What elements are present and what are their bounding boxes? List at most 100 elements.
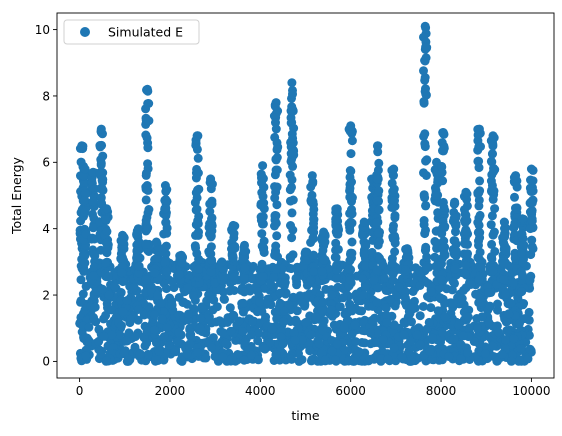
- data-point: [162, 284, 171, 294]
- data-point: [206, 267, 216, 277]
- data-point: [162, 196, 172, 206]
- data-point: [379, 335, 388, 345]
- data-point: [158, 307, 168, 317]
- data-point: [294, 356, 304, 366]
- data-point: [461, 260, 471, 270]
- data-point: [428, 333, 438, 343]
- data-point: [359, 217, 369, 227]
- data-point: [287, 208, 297, 218]
- data-point: [500, 224, 509, 233]
- data-point: [159, 332, 169, 342]
- data-point: [191, 188, 201, 198]
- data-point: [271, 155, 281, 165]
- data-point: [183, 283, 193, 293]
- data-point: [407, 317, 416, 327]
- data-point: [309, 215, 319, 225]
- data-point: [345, 166, 355, 175]
- data-point: [369, 275, 379, 285]
- data-point: [273, 142, 283, 152]
- x-tick-label: 2000: [155, 384, 186, 398]
- data-point: [456, 354, 466, 364]
- data-point: [229, 272, 239, 282]
- data-point: [101, 310, 111, 320]
- data-point: [373, 228, 383, 238]
- data-point: [101, 245, 111, 254]
- data-point: [511, 171, 521, 181]
- data-point: [118, 307, 128, 317]
- data-point: [390, 196, 399, 206]
- data-point: [85, 337, 94, 347]
- data-point: [418, 302, 428, 311]
- data-point: [474, 201, 484, 211]
- data-point: [118, 230, 127, 240]
- data-point: [207, 343, 217, 352]
- data-point: [510, 192, 519, 202]
- data-point: [373, 282, 382, 292]
- data-point: [374, 186, 384, 196]
- data-point: [524, 307, 534, 317]
- data-point: [271, 241, 281, 251]
- data-point: [477, 312, 487, 322]
- data-point: [143, 349, 153, 359]
- data-point: [439, 143, 449, 153]
- data-point: [221, 338, 231, 348]
- data-point: [168, 277, 178, 287]
- data-point: [222, 317, 232, 327]
- data-point: [275, 288, 285, 298]
- data-point: [101, 258, 111, 268]
- data-point: [382, 318, 392, 328]
- data-point: [400, 293, 410, 303]
- data-point: [259, 344, 269, 354]
- data-point: [256, 199, 266, 209]
- data-point: [206, 174, 216, 184]
- data-point: [182, 349, 192, 359]
- data-point: [102, 227, 112, 237]
- data-point: [389, 343, 399, 353]
- data-point: [373, 174, 383, 184]
- data-point: [210, 278, 220, 288]
- data-point: [515, 318, 524, 328]
- data-point: [130, 332, 140, 342]
- data-point: [81, 351, 91, 361]
- data-point: [96, 124, 106, 134]
- data-point: [358, 290, 368, 300]
- data-point: [229, 229, 239, 239]
- x-axis-label: time: [291, 408, 320, 423]
- data-point: [277, 271, 287, 281]
- data-point: [474, 124, 484, 134]
- data-point: [486, 156, 496, 166]
- data-point: [201, 353, 211, 363]
- data-point: [276, 332, 286, 342]
- data-point: [144, 205, 154, 214]
- data-point: [419, 168, 428, 178]
- data-point: [79, 251, 89, 261]
- data-point: [374, 236, 384, 246]
- data-point: [141, 170, 151, 180]
- data-point: [134, 268, 144, 278]
- data-point: [412, 330, 422, 340]
- data-point: [372, 218, 382, 228]
- data-point: [215, 316, 225, 326]
- data-point: [179, 297, 189, 307]
- data-point: [360, 282, 370, 292]
- data-point: [80, 164, 90, 174]
- data-point: [238, 298, 248, 308]
- data-point: [248, 261, 258, 271]
- data-point: [156, 298, 166, 308]
- data-point: [450, 236, 460, 246]
- data-point: [142, 133, 152, 143]
- data-point: [253, 287, 263, 297]
- data-point: [151, 338, 161, 348]
- data-point: [318, 246, 328, 255]
- data-point: [448, 277, 458, 286]
- data-point: [271, 350, 281, 360]
- data-point: [456, 339, 466, 349]
- data-point: [426, 303, 436, 313]
- data-point: [333, 224, 343, 234]
- data-point: [228, 220, 238, 230]
- data-point: [373, 165, 383, 175]
- data-point: [347, 248, 357, 258]
- data-point: [291, 317, 301, 326]
- data-point: [300, 301, 310, 311]
- data-point: [189, 291, 198, 301]
